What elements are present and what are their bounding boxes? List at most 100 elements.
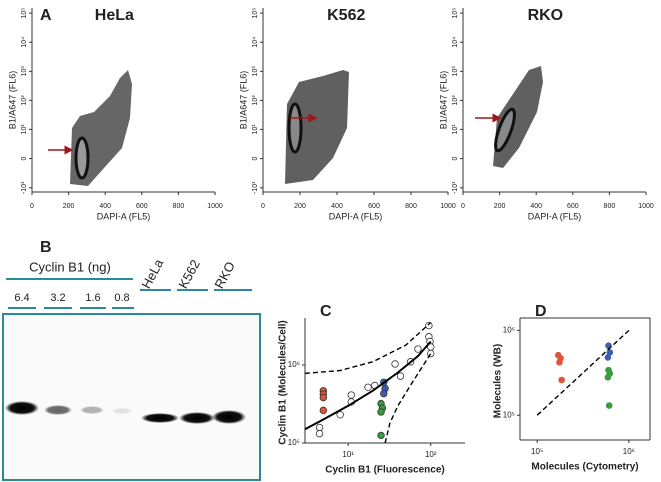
amount-label: 6.4 (14, 292, 29, 304)
y-tick-label: 10⁶ (288, 360, 300, 369)
point (558, 376, 565, 384)
y-axis-title: B1/A647 (FL6) (238, 71, 248, 130)
amount-label: 1.6 (85, 292, 100, 304)
x-tick-label: 0 (261, 203, 265, 210)
point (604, 373, 612, 381)
flow-plot: 0 200 400 600 800 1000 -10¹ 0 10¹ 10² 10³ 10⁴ 10⁵ HeL… (7, 7, 223, 221)
cell-line-label: HeLa (138, 256, 166, 291)
amount-label: 0.8 (114, 292, 129, 304)
point (396, 372, 405, 380)
band (112, 408, 132, 414)
flow-plot: 0 200 400 600 800 1000 -10¹ 0 10¹ 10² 10³ 10⁴ 10⁵ RKO… (438, 7, 654, 221)
x-tick-label: 0 (461, 203, 465, 210)
plot-title: K562 (327, 7, 365, 24)
point (364, 383, 372, 391)
x-axis-title: DAPI-A (FL5) (97, 211, 151, 221)
g1-core (287, 102, 303, 154)
western-blot: B Cyclin B1 (ng) 6.4 3.2 1.6 0.8 HeLa K5… (2, 239, 261, 481)
point (414, 345, 422, 353)
band (141, 413, 179, 423)
point (377, 431, 385, 440)
band (179, 412, 215, 424)
y-axis-title: B1/A647 (FL6) (7, 71, 17, 130)
y-tick-label: 10¹ (452, 124, 459, 135)
x-tick-label: 800 (405, 203, 417, 210)
y-axis-title: Molecules (WB) (493, 344, 504, 418)
y-tick-label: 0 (21, 157, 28, 161)
y-tick-label: 10¹ (21, 124, 28, 135)
fit-line (304, 340, 432, 431)
cell-cloud (285, 70, 349, 184)
g1-core (494, 107, 516, 153)
x-tick-label: 10¹ (342, 450, 354, 459)
y-tick-label: 10⁶ (503, 326, 515, 335)
plot-title: RKO (528, 7, 564, 24)
x-tick-label: 1000 (440, 203, 456, 210)
cell-line-label: RKO (211, 259, 237, 291)
x-tick-label: 600 (567, 203, 579, 210)
band (80, 406, 104, 414)
panel-label: B (40, 239, 52, 256)
y-tick-label: 10⁴ (452, 37, 459, 48)
x-tick-label: 800 (604, 203, 616, 210)
y-tick-label: 10³ (452, 66, 459, 77)
y-tick-label: 10² (252, 95, 259, 106)
fit-line (304, 321, 432, 375)
fit-line (536, 329, 630, 416)
x-tick-label: 200 (63, 203, 75, 210)
point (319, 393, 328, 402)
y-tick-label: 10² (21, 95, 28, 106)
x-tick-label: 10² (425, 450, 437, 459)
plot-title: HeLa (95, 7, 134, 24)
point (315, 423, 324, 432)
x-tick-label: 0 (30, 203, 34, 210)
x-axis-title: Molecules (Cytometry) (531, 462, 638, 473)
point (315, 429, 324, 438)
y-tick-label: 10⁵ (503, 410, 515, 419)
panel-label: A (40, 7, 52, 24)
x-axis-title: Cyclin B1 (Fluorescence) (325, 465, 444, 476)
x-axis-title: DAPI-A (FL5) (329, 211, 383, 221)
scatter-plot: 10¹ 10² 10⁵ 10⁶ C Cyclin B1 (Fluorescence) Cyc… (278, 303, 465, 476)
point (336, 411, 344, 419)
blot-frame (2, 313, 261, 481)
y-tick-label: -10¹ (252, 181, 259, 194)
y-tick-label: 10⁵ (252, 8, 259, 19)
x-tick-label: 10⁵ (531, 447, 543, 456)
y-tick-label: 10⁵ (21, 8, 28, 19)
point (377, 408, 385, 416)
x-tick-label: 200 (494, 203, 506, 210)
band (212, 410, 246, 424)
y-tick-label: 10³ (252, 66, 259, 77)
point (425, 321, 433, 330)
point (556, 359, 563, 366)
point (347, 391, 355, 399)
point (604, 354, 612, 361)
y-tick-label: 10² (452, 95, 459, 106)
x-tick-label: 600 (368, 203, 380, 210)
x-tick-label: 800 (173, 203, 185, 210)
amount-label: 3.2 (50, 292, 65, 304)
y-tick-label: 0 (452, 157, 459, 161)
x-tick-label: 200 (294, 203, 306, 210)
y-tick-label: 10⁵ (452, 8, 459, 19)
x-tick-label: 1000 (207, 203, 223, 210)
y-tick-label: 10¹ (252, 124, 259, 135)
x-tick-label: 600 (136, 203, 148, 210)
point (319, 406, 328, 415)
point (606, 349, 614, 356)
y-tick-label: -10¹ (452, 181, 459, 194)
y-tick-label: 10⁴ (252, 37, 259, 48)
y-tick-label: -10¹ (21, 181, 28, 194)
point (391, 360, 399, 368)
flow-plot: 0 200 400 600 800 1000 -10¹ 0 10¹ 10² 10³ 10⁴ 10⁵ K56… (238, 7, 456, 221)
x-tick-label: 10⁶ (623, 447, 635, 456)
y-axis-title: B1/A647 (FL6) (438, 71, 448, 130)
x-axis-title: DAPI-A (FL5) (528, 211, 582, 221)
y-tick-label: 10³ (21, 66, 28, 77)
point (380, 389, 388, 398)
panel-label: C (320, 303, 332, 320)
point (605, 402, 613, 409)
